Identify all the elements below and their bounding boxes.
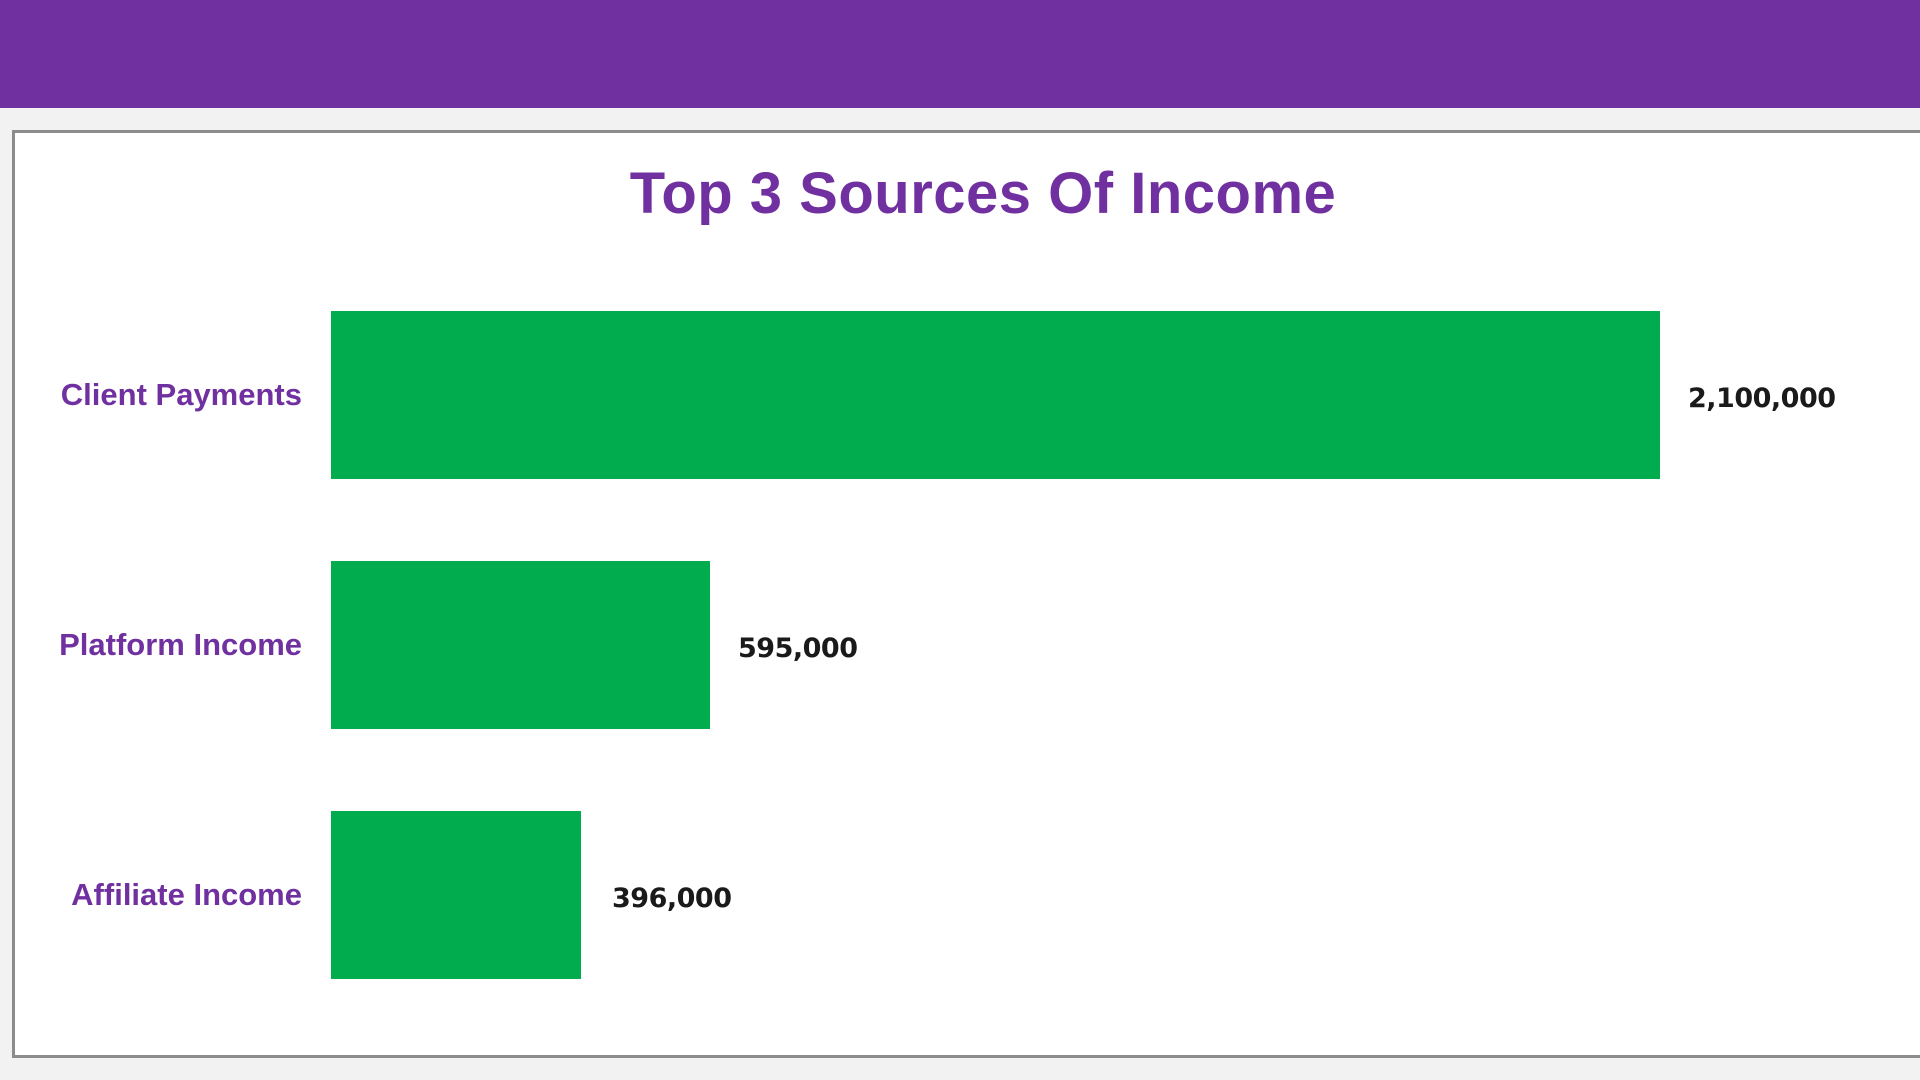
- bar-platform-income: [331, 561, 710, 729]
- chart-title: Top 3 Sources Of Income: [629, 161, 1337, 226]
- category-label-platform-income: Platform Income: [59, 627, 302, 662]
- value-label-client-payments: 2,100,000: [1688, 383, 1836, 414]
- value-label-platform-income: 595,000: [738, 633, 858, 664]
- value-label-affiliate-income: 396,000: [612, 883, 732, 914]
- bar-affiliate-income: [331, 811, 581, 979]
- category-label-affiliate-income: Affiliate Income: [71, 877, 302, 912]
- chart-container: [12, 130, 1920, 1058]
- bar-client-payments: [331, 311, 1660, 479]
- category-label-client-payments: Client Payments: [60, 377, 302, 412]
- header-bar: [0, 0, 1920, 108]
